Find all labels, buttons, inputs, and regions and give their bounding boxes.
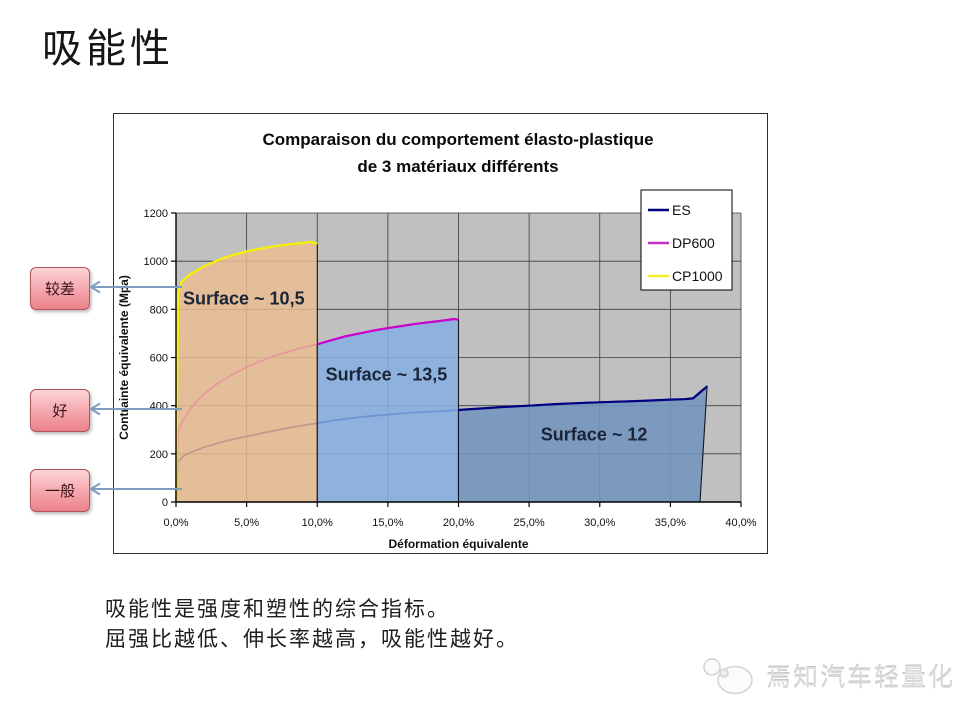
- series-line-top-CP1000: [174, 240, 318, 503]
- chart-title: Comparaison du comportement élasto-plast…: [262, 130, 653, 149]
- arrow-left-icon: [89, 402, 182, 416]
- note-line-2: 屈强比越低、伸长率越高，吸能性越好。: [105, 627, 519, 651]
- rating-badge-good: 好: [30, 389, 90, 432]
- y-tick-label: 1000: [144, 256, 168, 268]
- rating-badge-poor: 较差: [30, 267, 90, 310]
- surface-area-DP600: [316, 318, 460, 503]
- x-tick-label: 10,0%: [302, 517, 333, 529]
- surface-label: Surface ~ 10,5: [183, 289, 305, 309]
- arrow-left-icon: [89, 280, 182, 294]
- y-tick-label: 0: [162, 497, 168, 509]
- legend-box: [640, 189, 733, 291]
- y-tick-label: 800: [150, 304, 168, 316]
- elasto-plastic-chart: 0,0% 5,0% 10,0% 15,0% 20,0% 25,0% 30,0% 35,0% 40…: [114, 114, 767, 553]
- cloud-logo-icon: [703, 658, 753, 695]
- x-tick-label: 40,0%: [725, 517, 756, 529]
- surface-label: Surface ~ 13,5: [326, 364, 448, 384]
- note-line-1: 吸能性是强度和塑性的综合指标。: [105, 597, 450, 621]
- rating-badge-average: 一般: [30, 469, 90, 512]
- x-tick-label: 30,0%: [584, 517, 615, 529]
- x-tick-label: 20,0%: [443, 517, 474, 529]
- y-tick-label: 600: [150, 353, 168, 365]
- surface-area-CP1000: [175, 241, 318, 503]
- x-tick-label: 25,0%: [514, 517, 545, 529]
- x-tick-label: 15,0%: [372, 517, 403, 529]
- y-axis-title: Contrainte équivalente (Mpa): [117, 275, 131, 440]
- y-tick-label: 200: [150, 449, 168, 461]
- note-text: 吸能性是强度和塑性的综合指标。 屈强比越低、伸长率越高，吸能性越好。: [105, 594, 519, 654]
- x-tick-label: 0,0%: [163, 517, 188, 529]
- x-tick-label: 5,0%: [234, 517, 259, 529]
- series-line-top-DP600: [316, 317, 459, 346]
- series-line-top-ES: [458, 385, 708, 412]
- legend-label: ES: [672, 202, 691, 218]
- y-tick-label: 1200: [144, 208, 168, 220]
- rating-badge-average-label: 一般: [44, 482, 75, 500]
- watermark-text: 焉知汽车轻量化: [766, 663, 956, 692]
- chart-container: 0,0% 5,0% 10,0% 15,0% 20,0% 25,0% 30,0% 35,0% 40…: [113, 113, 768, 554]
- legend-label: CP1000: [672, 268, 723, 284]
- watermark: 焉知汽车轻量化: [700, 655, 955, 697]
- rating-badge-good-label: 好: [52, 402, 68, 420]
- arrow-left-icon: [89, 482, 182, 496]
- chart-title: de 3 matériaux différents: [357, 157, 558, 176]
- surface-label: Surface ~ 12: [541, 425, 648, 445]
- x-tick-label: 35,0%: [655, 517, 686, 529]
- rating-badge-poor-label: 较差: [44, 280, 75, 298]
- page-title: 吸能性: [42, 26, 174, 72]
- x-axis-title: Déformation équivalente: [388, 537, 528, 551]
- legend-label: DP600: [672, 235, 715, 251]
